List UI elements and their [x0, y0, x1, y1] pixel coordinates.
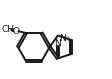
Text: H: H	[63, 36, 68, 42]
Text: N: N	[54, 39, 61, 48]
Text: N: N	[58, 34, 65, 43]
Text: O: O	[12, 27, 19, 36]
Text: CH: CH	[1, 25, 14, 34]
Text: 3: 3	[11, 28, 14, 33]
